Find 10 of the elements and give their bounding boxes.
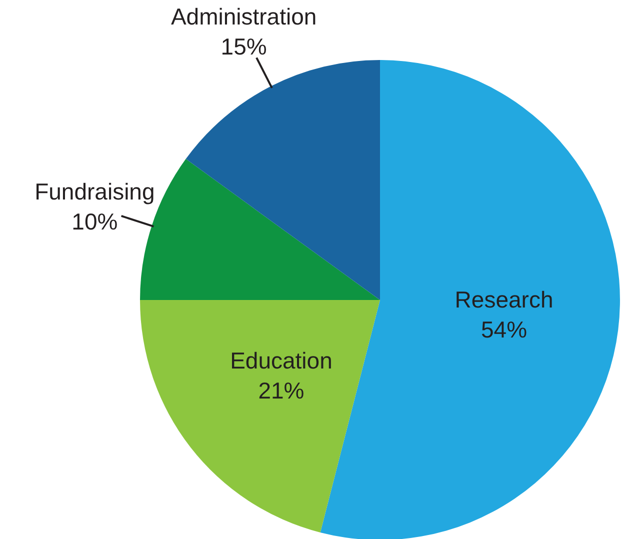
data-label: 10% bbox=[72, 208, 118, 234]
data-label: 21% bbox=[258, 378, 304, 404]
slice-label: Research bbox=[454, 286, 554, 313]
slice-label: Administration bbox=[170, 4, 317, 30]
data-label: 15% bbox=[220, 34, 267, 60]
pie-slice bbox=[186, 60, 380, 300]
slice-label: Fundraising bbox=[34, 178, 155, 204]
pie-slice bbox=[140, 300, 380, 532]
slice-label: Education bbox=[230, 348, 332, 374]
data-label: 54% bbox=[480, 316, 528, 343]
